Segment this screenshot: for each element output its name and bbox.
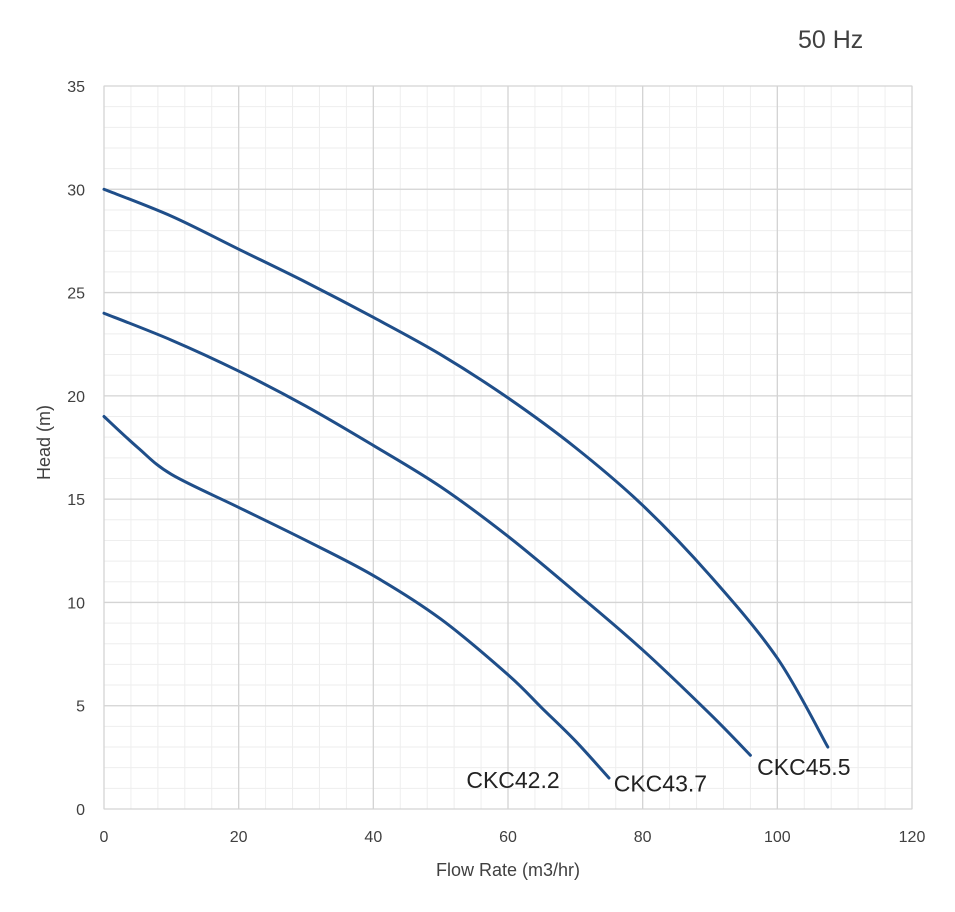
x-tick-label: 60 — [499, 829, 517, 846]
x-tick-label: 20 — [230, 829, 248, 846]
y-tick-label: 15 — [67, 492, 85, 509]
y-axis-ticks: 0 5 10 15 20 25 30 35 — [67, 79, 85, 819]
x-tick-label: 100 — [764, 829, 791, 846]
series-line-ckc45-5 — [102, 187, 830, 749]
y-tick-label: 25 — [67, 286, 85, 303]
x-axis-ticks: 0 20 40 60 80 100 120 — [100, 829, 926, 846]
y-tick-label: 35 — [67, 79, 85, 96]
series-line-ckc43-7 — [102, 311, 752, 757]
series-line-ckc42-2 — [102, 415, 611, 780]
series-label: CKC42.2 — [466, 767, 559, 793]
x-axis-title: Flow Rate (m3/hr) — [436, 860, 580, 880]
series-labels: CKC42.2 CKC43.7 CKC45.5 — [466, 754, 850, 796]
x-tick-label: 40 — [364, 829, 382, 846]
y-tick-label: 20 — [67, 389, 85, 406]
x-tick-label: 120 — [899, 829, 926, 846]
x-tick-label: 80 — [634, 829, 652, 846]
series-label: CKC43.7 — [614, 770, 707, 796]
y-tick-label: 5 — [76, 699, 85, 716]
y-axis-title: Head (m) — [34, 405, 54, 480]
series-label: CKC45.5 — [757, 754, 850, 780]
y-tick-label: 0 — [76, 802, 85, 819]
series-lines — [102, 187, 830, 780]
frequency-label: 50 Hz — [798, 26, 863, 54]
y-tick-label: 30 — [67, 182, 85, 199]
y-tick-label: 10 — [67, 595, 85, 612]
x-tick-label: 0 — [100, 829, 109, 846]
major-gridlines — [103, 85, 913, 810]
